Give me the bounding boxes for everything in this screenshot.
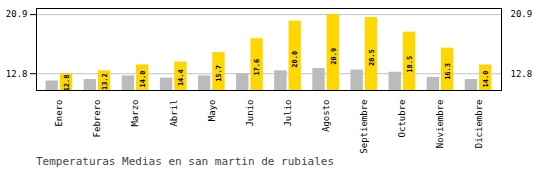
svg-text:20.0: 20.0 [291, 51, 299, 68]
svg-text:17.6: 17.6 [253, 59, 261, 76]
svg-text:12.8: 12.8 [6, 69, 28, 79]
svg-text:15.7: 15.7 [215, 65, 223, 82]
svg-text:18.5: 18.5 [406, 56, 414, 73]
svg-text:Enero: Enero [54, 100, 64, 127]
svg-text:Febrero: Febrero [92, 100, 102, 138]
svg-text:12.8: 12.8 [63, 75, 71, 92]
html-text:Temperaturas Medias en san mar: Temperaturas Medias en san martin de rub… [36, 155, 334, 168]
svg-text:Diciembre: Diciembre [474, 100, 484, 149]
svg-text:Marzo: Marzo [130, 100, 140, 127]
svg-text:Abril: Abril [169, 100, 179, 127]
svg-text:20.9: 20.9 [330, 48, 338, 65]
svg-text:Septiembre: Septiembre [359, 100, 369, 154]
svg-text:14.0: 14.0 [482, 71, 490, 88]
svg-text:20.9: 20.9 [6, 9, 28, 19]
svg-text:13.2: 13.2 [101, 73, 109, 90]
svg-text:14.0: 14.0 [139, 71, 147, 88]
svg-text:12.8: 12.8 [511, 69, 533, 79]
svg-text:20.5: 20.5 [368, 49, 376, 66]
svg-text:Mayo: Mayo [207, 100, 217, 122]
svg-text:20.9: 20.9 [511, 9, 533, 19]
svg-text:Julio: Julio [283, 100, 293, 127]
svg-text:Junio: Junio [245, 100, 255, 127]
svg-text:Noviembre: Noviembre [435, 100, 445, 149]
svg-text:Octubre: Octubre [397, 100, 407, 138]
svg-text:16.3: 16.3 [444, 63, 452, 80]
svg-text:14.4: 14.4 [177, 69, 185, 86]
svg-text:Agosto: Agosto [321, 100, 331, 133]
